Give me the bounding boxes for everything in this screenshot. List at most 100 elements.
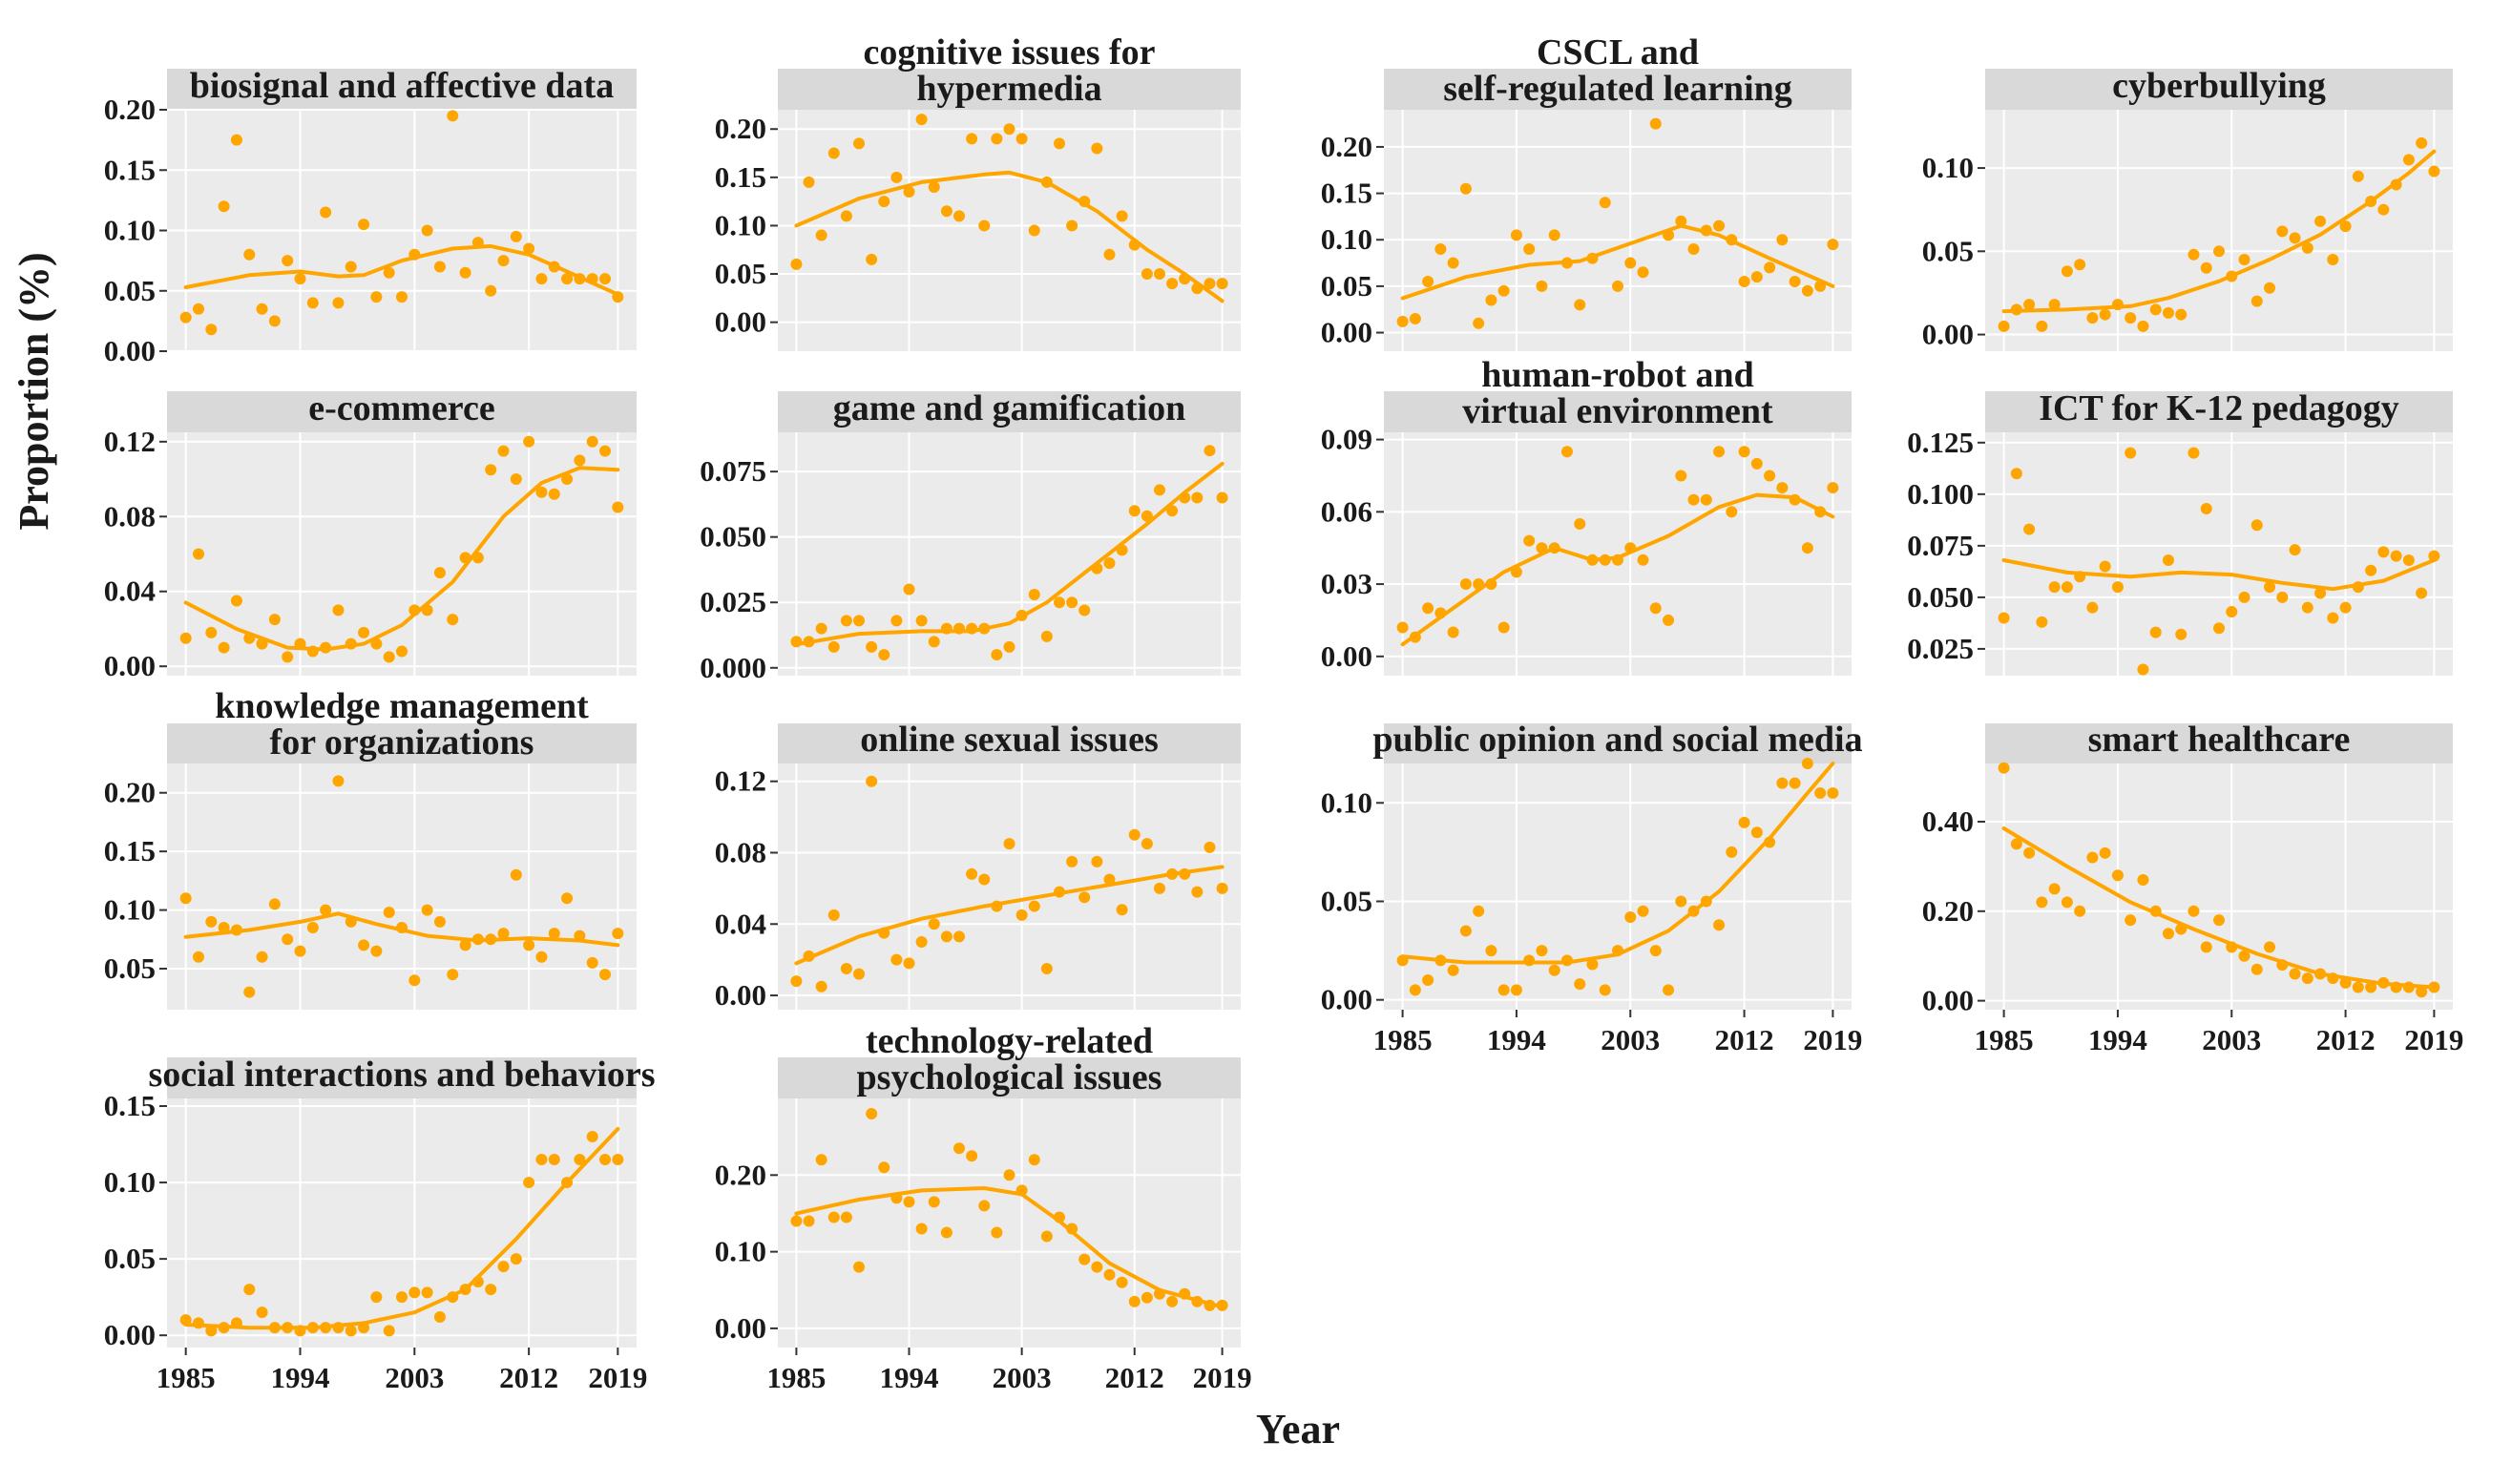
data-point <box>1827 786 1839 799</box>
data-point <box>878 649 890 661</box>
data-point <box>2149 626 2162 638</box>
data-point <box>2339 220 2352 233</box>
data-point <box>306 645 319 658</box>
data-point <box>1191 491 1204 504</box>
data-point <box>1649 945 1662 957</box>
y-tick-label: 0.00 <box>104 334 156 367</box>
data-point <box>1053 886 1065 898</box>
data-point <box>471 552 484 564</box>
data-point <box>408 974 421 987</box>
data-point <box>2327 972 2339 985</box>
data-point <box>2023 523 2036 535</box>
data-point <box>1700 493 1712 506</box>
y-tick-label: 0.075 <box>1907 529 1974 562</box>
data-point <box>2048 581 2061 594</box>
panel-background <box>1985 763 2453 1010</box>
data-point <box>1179 273 1191 285</box>
data-point <box>1523 242 1536 255</box>
data-point <box>815 980 827 993</box>
data-point <box>2213 914 2225 927</box>
data-point <box>282 255 294 267</box>
data-point <box>2188 905 2200 917</box>
data-point <box>840 963 852 974</box>
data-point <box>320 641 332 654</box>
data-point <box>1216 278 1228 290</box>
data-point <box>1599 984 1611 996</box>
data-point <box>878 1161 890 1174</box>
data-point <box>459 552 471 564</box>
data-point <box>1473 578 1485 591</box>
data-point <box>485 284 497 297</box>
data-point <box>815 229 827 241</box>
data-point <box>1776 482 1789 494</box>
data-point <box>1473 317 1485 329</box>
data-point <box>2086 601 2099 614</box>
data-point <box>2390 550 2402 562</box>
data-point <box>1624 257 1637 269</box>
data-point <box>1637 266 1649 279</box>
panel-ict-for-k-12-pedagogy: ICT for K-12 pedagogy 0.025 0.050 0.075 0.10… <box>1907 388 2453 676</box>
data-point <box>1497 621 1510 634</box>
data-point <box>294 273 306 285</box>
data-point <box>1216 882 1228 894</box>
y-tick-label: 0.00 <box>715 305 766 339</box>
data-point <box>268 898 281 910</box>
strip-header <box>778 1057 1241 1098</box>
data-point <box>1510 984 1522 996</box>
data-point <box>2061 265 2073 278</box>
data-point <box>243 248 256 261</box>
data-point <box>1091 142 1103 155</box>
data-point <box>1422 602 1434 615</box>
strip-title: hypermedia <box>916 69 1101 109</box>
data-point <box>2074 259 2086 271</box>
y-tick-label: 0.00 <box>1922 984 1974 1017</box>
data-point <box>1216 491 1228 504</box>
data-point <box>2086 312 2099 324</box>
data-point <box>915 615 928 627</box>
data-point <box>2010 838 2022 850</box>
x-tick-label: 1994 <box>2088 1023 2147 1056</box>
data-point <box>332 1322 345 1334</box>
x-axis-title: Year <box>1256 1406 1340 1453</box>
data-point <box>1523 954 1536 967</box>
data-point <box>827 147 840 159</box>
data-point <box>1166 505 1179 517</box>
data-point <box>1998 320 2010 332</box>
strip-title: knowledge management <box>215 686 589 726</box>
strip-header <box>778 391 1241 432</box>
data-point <box>358 219 370 231</box>
data-point <box>1028 224 1040 237</box>
data-point <box>1003 123 1015 136</box>
data-point <box>1434 242 1447 255</box>
x-tick-label: 1985 <box>1373 1023 1433 1056</box>
data-point <box>2074 571 2086 583</box>
data-point <box>332 297 345 309</box>
data-point <box>523 242 535 255</box>
trend-line <box>794 865 1225 966</box>
data-point <box>332 775 345 787</box>
y-tick-label: 0.10 <box>104 214 156 247</box>
data-point <box>2111 299 2124 311</box>
data-point <box>866 253 878 265</box>
panel-background <box>1384 763 1852 1010</box>
data-point <box>345 261 357 273</box>
data-point <box>1789 777 1801 789</box>
data-point <box>345 1325 357 1337</box>
strip-title: public opinion and social media <box>1372 720 1862 760</box>
y-tick-label: 0.20 <box>1922 894 1974 928</box>
data-point <box>1179 1287 1191 1300</box>
data-point <box>612 1154 624 1166</box>
data-point <box>383 1325 395 1337</box>
data-point <box>548 1154 560 1166</box>
y-tick-label: 0.125 <box>1907 426 1974 459</box>
strip-title: virtual environment <box>1462 391 1773 431</box>
strip-header <box>167 69 637 110</box>
y-tick-label: 0.20 <box>1321 130 1372 163</box>
trend-line <box>794 461 1225 647</box>
data-point <box>447 614 459 626</box>
data-point <box>2327 612 2339 624</box>
y-tick-label: 0.05 <box>104 1242 156 1275</box>
data-point <box>1103 1268 1116 1281</box>
y-tick-label: 0.00 <box>1321 983 1372 1016</box>
data-point <box>345 915 357 928</box>
